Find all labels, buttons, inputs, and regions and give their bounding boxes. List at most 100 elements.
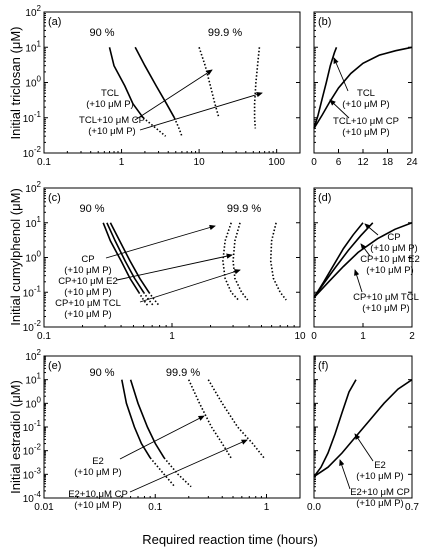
series-line xyxy=(187,379,232,459)
series-line xyxy=(138,291,149,307)
y-tick-label: 10-1 xyxy=(23,419,42,434)
ylabel-row1: Initial triclosan (μM) xyxy=(8,27,23,140)
annotation-label: E2+10 μM CP (+10 μM P) xyxy=(68,489,128,511)
series-line xyxy=(313,222,413,299)
label-90-percent: 90 % xyxy=(89,27,114,39)
annotation-arrow xyxy=(354,433,374,462)
x-tick-label: 0.1 xyxy=(37,331,51,342)
series-line xyxy=(129,379,165,459)
annotation-label: TCL+10 μM CP (+10 μM P) xyxy=(333,116,399,138)
annotation-arrow xyxy=(339,459,351,490)
y-tick-label: 101 xyxy=(25,215,41,230)
series-line xyxy=(313,47,338,129)
annotation-label: CP (+10 μM P) xyxy=(370,232,417,254)
ylabel-row3: Initial estradiol (μM) xyxy=(8,380,23,494)
x-tick-label: 1 xyxy=(119,157,125,168)
annotation-arrow xyxy=(360,243,371,257)
series-line xyxy=(313,379,357,478)
series-line xyxy=(207,379,265,459)
x-tick-label: 0 xyxy=(311,157,317,168)
x-tick-label: 6 xyxy=(336,157,342,168)
annotation-label: TCL (+10 μM P) xyxy=(86,88,133,110)
annotation-arrow xyxy=(119,415,205,460)
x-tick-label: 1 xyxy=(360,331,366,342)
x-tick-label: 2 xyxy=(409,331,415,342)
x-tick-label: 1 xyxy=(264,502,270,513)
panel-label: (a) xyxy=(48,16,61,28)
series-line xyxy=(313,46,413,129)
annotation-label: CP (+10 μM P) xyxy=(64,254,111,276)
y-tick-label: 10-2 xyxy=(23,443,42,458)
y-tick-label: 10-3 xyxy=(23,466,42,481)
annotation-arrow xyxy=(364,223,379,236)
annotation-arrow xyxy=(139,91,263,131)
panel-label: (b) xyxy=(318,16,331,28)
panel-frame xyxy=(43,11,301,154)
x-tick-label: 0.7 xyxy=(405,502,419,513)
series-line xyxy=(148,291,161,307)
series-line xyxy=(313,379,413,478)
x-tick-label: 0 xyxy=(311,331,317,342)
panel-label: (e) xyxy=(48,360,61,372)
y-tick-label: 100 xyxy=(25,75,41,90)
panel-label: (c) xyxy=(48,192,61,204)
annotation-label: CP+10 μM E2 (+10 μM P) xyxy=(360,254,420,276)
y-tick-label: 101 xyxy=(25,39,41,54)
annotation-label: E2+10 μM CP (+10 μM P) xyxy=(350,487,410,509)
x-tick-label: 0.1 xyxy=(148,502,162,513)
x-tick-label: 100 xyxy=(268,157,285,168)
series-line xyxy=(108,47,144,119)
series-line xyxy=(121,379,151,459)
label-99-9-percent: 99.9 % xyxy=(166,367,200,379)
series-line xyxy=(109,222,150,293)
annotation-arrow xyxy=(116,253,233,281)
annotation-arrow xyxy=(333,57,349,92)
annotation-label: E2 (+10 μM P) xyxy=(356,460,403,482)
x-tick-label: 18 xyxy=(382,157,394,168)
x-axis-label: Required reaction time (hours) xyxy=(142,532,318,547)
y-tick-label: 102 xyxy=(25,4,41,19)
series-line xyxy=(173,117,183,137)
annotation-arrow xyxy=(129,439,248,493)
series-line xyxy=(149,457,176,488)
series-line xyxy=(134,46,176,119)
series-line xyxy=(222,222,239,301)
y-tick-label: 10-1 xyxy=(23,284,42,299)
annotation-arrow xyxy=(134,69,213,121)
x-tick-label: 1 xyxy=(169,331,175,342)
y-tick-label: 100 xyxy=(25,250,41,265)
ylabel-row2: Initial cumylphenol (μM) xyxy=(8,188,23,326)
annotation-label: CP+10 μM TCL (+10 μM P) xyxy=(353,292,419,314)
x-tick-label: 0.1 xyxy=(37,157,51,168)
label-90-percent: 90 % xyxy=(79,203,104,215)
series-line xyxy=(106,222,145,293)
series-line xyxy=(163,457,192,488)
panel-d: 0 1 2 (d) CP (+10 μM P)CP+10 μM E2 (+10 μM P) C… xyxy=(311,187,420,342)
annotation-arrow xyxy=(354,269,363,293)
panel-f: 0.0 0.7 (f) E2 (+10 μM P) E2+10 μM CP (+10 μM … xyxy=(307,355,419,513)
annotation-arrow xyxy=(105,224,216,259)
y-tick-label: 10-1 xyxy=(23,110,42,125)
x-tick-label: 0.0 xyxy=(307,502,321,513)
series-line xyxy=(142,291,155,307)
annotation-arrow xyxy=(139,269,241,303)
annotation-label: E2 (+10 μM P) xyxy=(74,456,121,478)
x-tick-label: 24 xyxy=(406,157,418,168)
x-tick-label: 10 xyxy=(294,331,306,342)
panel-label: (f) xyxy=(318,360,328,372)
label-90-percent: 90 % xyxy=(89,367,114,379)
panel-label: (d) xyxy=(318,192,331,204)
annotation-label: CP+10 μM TCL (+10 μM P) xyxy=(55,298,121,320)
label-99-9-percent: 99.9 % xyxy=(208,27,242,39)
series-line xyxy=(102,222,140,293)
x-tick-label: 0.01 xyxy=(34,502,54,513)
series-line xyxy=(232,222,249,301)
annotation-label: TCL+10 μM CP (+10 μM P) xyxy=(79,115,145,137)
series-line xyxy=(198,47,220,119)
series-line xyxy=(269,222,287,301)
panel-b: 0 6 12 18 24 (b) TCL (+10 μM P) TCL+10 μM CP (+10… xyxy=(311,11,418,168)
